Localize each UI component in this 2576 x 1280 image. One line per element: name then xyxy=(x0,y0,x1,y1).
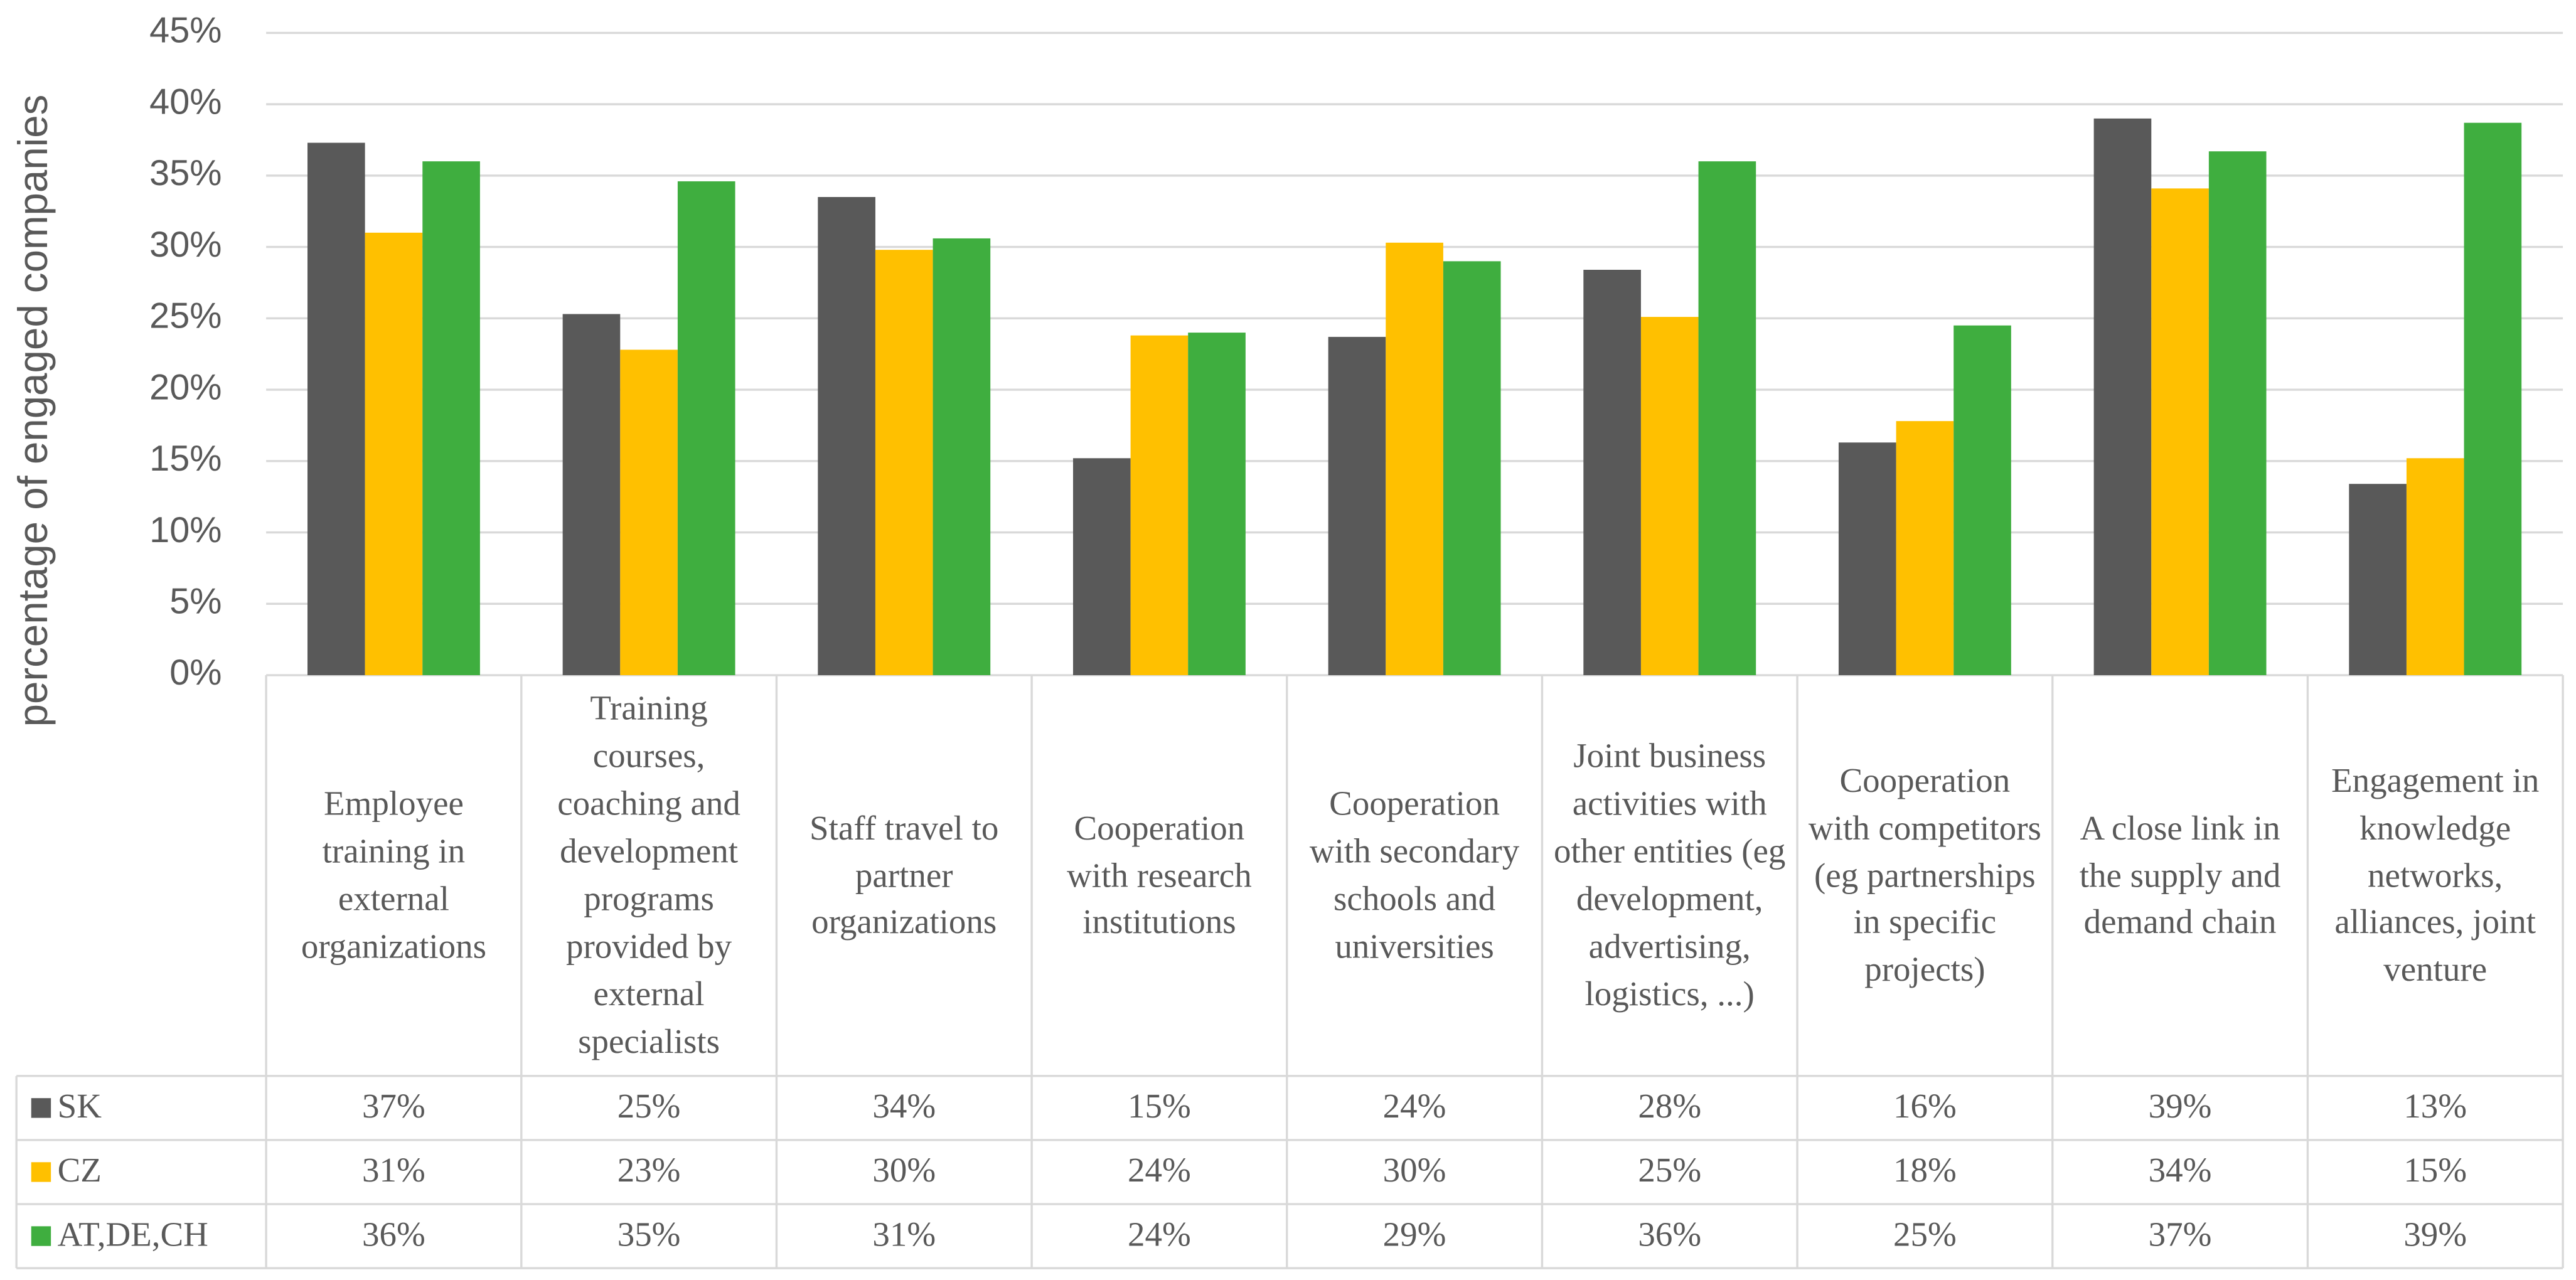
value-label: 28% xyxy=(1638,1087,1701,1125)
y-axis-label: percentage of engaged companies xyxy=(10,95,56,727)
x-tick-label: A close link in the supply and demand ch… xyxy=(2079,807,2281,942)
y-tick-label: 45% xyxy=(149,11,222,51)
bar xyxy=(1188,333,1246,676)
value-label: 36% xyxy=(362,1215,425,1253)
bar xyxy=(562,314,621,676)
value-label: 35% xyxy=(617,1215,681,1253)
value-label: 16% xyxy=(1893,1087,1957,1125)
category-cell: Employee training in external organizati… xyxy=(301,783,487,966)
legend-label: AT,DE,CH xyxy=(58,1215,208,1253)
y-tick-label: 20% xyxy=(149,367,222,407)
bar xyxy=(1386,242,1443,676)
bar xyxy=(1130,335,1189,676)
bar xyxy=(1640,317,1699,676)
bar xyxy=(1443,261,1501,676)
category-cell: Engagement in knowledge networks, allian… xyxy=(2331,760,2540,990)
bar xyxy=(2151,188,2209,676)
legend-swatch xyxy=(31,1098,51,1118)
y-tick-label: 0% xyxy=(169,653,222,693)
value-label: 30% xyxy=(1383,1151,1446,1189)
category-cell: Cooperation with secondary schools and u… xyxy=(1309,783,1520,966)
legend-label: SK xyxy=(58,1087,102,1125)
value-label: 34% xyxy=(872,1087,936,1125)
value-label: 39% xyxy=(2403,1215,2467,1253)
legend-swatch xyxy=(31,1162,51,1182)
x-tick-label: Cooperation with research institutions xyxy=(1067,807,1252,942)
bar xyxy=(1583,269,1641,676)
value-label: 13% xyxy=(2403,1087,2467,1125)
category-cell: Staff travel to partner organizations xyxy=(810,807,999,942)
value-label: 36% xyxy=(1638,1215,1701,1253)
bar xyxy=(1838,442,1896,676)
bar xyxy=(2208,151,2267,676)
x-tick-label: Cooperation with competitors (eg partner… xyxy=(1808,760,2041,990)
value-label: 25% xyxy=(617,1087,681,1125)
value-label: 15% xyxy=(1128,1087,1191,1125)
value-label: 39% xyxy=(2149,1087,2212,1125)
value-label: 24% xyxy=(1383,1087,1446,1125)
bar xyxy=(365,232,423,676)
legend-label: CZ xyxy=(58,1151,102,1189)
x-tick-label: Staff travel to partner organizations xyxy=(810,807,999,942)
y-tick-label: 40% xyxy=(149,82,222,122)
bar xyxy=(2093,118,2152,676)
value-label: 29% xyxy=(1383,1215,1446,1253)
y-tick-label: 15% xyxy=(149,439,222,479)
value-label: 30% xyxy=(872,1151,936,1189)
value-label: 23% xyxy=(617,1151,681,1189)
x-tick-label: Joint business activities with other ent… xyxy=(1553,736,1786,1014)
value-label: 31% xyxy=(362,1151,425,1189)
category-cell: Cooperation with research institutions xyxy=(1067,807,1252,942)
bar xyxy=(2406,458,2464,676)
x-tick-label: Engagement in knowledge networks, allian… xyxy=(2331,760,2540,990)
category-cell: Training courses, coaching and developme… xyxy=(557,688,740,1062)
legend-swatch xyxy=(31,1226,51,1246)
value-label: 37% xyxy=(362,1087,425,1125)
y-tick-label: 35% xyxy=(149,153,222,193)
value-label: 25% xyxy=(1638,1151,1701,1189)
category-cell: A close link in the supply and demand ch… xyxy=(2079,807,2281,942)
value-label: 24% xyxy=(1128,1151,1191,1189)
bar xyxy=(1328,336,1386,676)
value-label: 15% xyxy=(2403,1151,2467,1189)
x-tick-label: Training courses, coaching and developme… xyxy=(557,688,740,1062)
x-tick-label: Employee training in external organizati… xyxy=(301,783,487,966)
value-label: 37% xyxy=(2149,1215,2212,1253)
category-cell: Joint business activities with other ent… xyxy=(1553,736,1786,1014)
bar xyxy=(307,142,365,676)
y-tick-label: 30% xyxy=(149,225,222,265)
bar xyxy=(1698,161,1756,676)
bar xyxy=(1896,421,1954,676)
value-label: 31% xyxy=(872,1215,936,1253)
bar xyxy=(422,161,480,676)
x-tick-label: Cooperation with secondary schools and u… xyxy=(1309,783,1520,966)
bar xyxy=(933,238,991,676)
value-label: 18% xyxy=(1893,1151,1957,1189)
category-cell: Cooperation with competitors (eg partner… xyxy=(1808,760,2041,990)
bar xyxy=(677,181,735,676)
bar xyxy=(2464,122,2522,676)
y-tick-label: 5% xyxy=(169,582,222,622)
value-label: 25% xyxy=(1893,1215,1957,1253)
bar xyxy=(818,196,875,676)
value-label: 24% xyxy=(1128,1215,1191,1253)
value-label: 34% xyxy=(2149,1151,2212,1189)
bar xyxy=(620,349,678,676)
bar xyxy=(1953,325,2011,676)
y-tick-label: 10% xyxy=(149,510,222,550)
bar xyxy=(2349,484,2407,676)
y-tick-label: 25% xyxy=(149,296,222,336)
bar xyxy=(875,250,933,676)
bar xyxy=(1072,458,1131,676)
